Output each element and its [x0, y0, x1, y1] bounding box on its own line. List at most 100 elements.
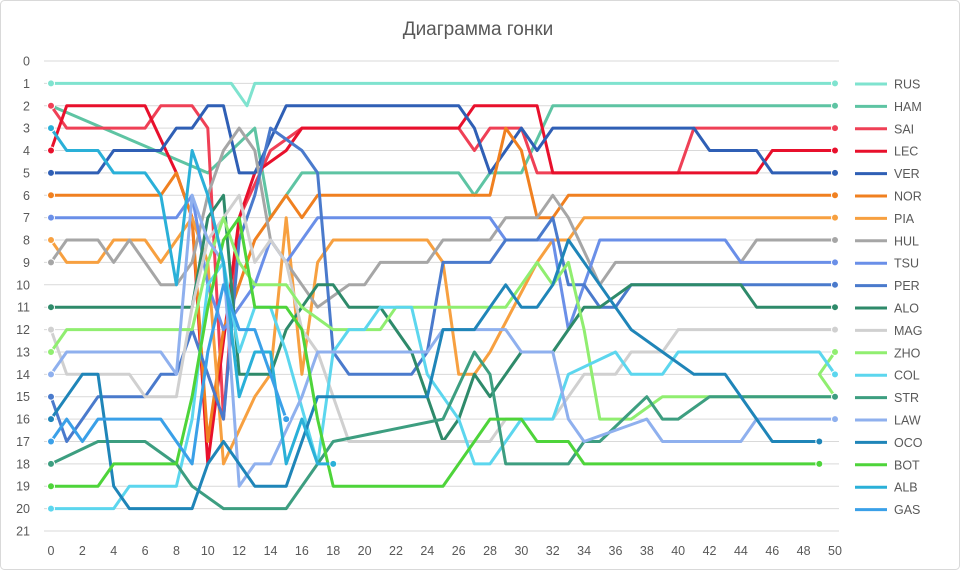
- legend-item-bot: BOT: [855, 458, 920, 472]
- x-tick-label: 22: [389, 544, 403, 558]
- legend-label: HAM: [894, 100, 922, 114]
- series-zho: [47, 216, 839, 421]
- start-point: [47, 236, 55, 245]
- y-tick-label: 4: [23, 144, 30, 158]
- x-tick-label: 14: [264, 544, 278, 558]
- y-tick-label: 3: [23, 122, 30, 136]
- y-tick-label: 10: [16, 278, 30, 292]
- series-line: [49, 216, 821, 488]
- end-point: [831, 370, 839, 379]
- x-tick-label: 38: [640, 544, 654, 558]
- y-tick-label: 12: [16, 323, 30, 337]
- x-tick-label: 4: [110, 544, 117, 558]
- x-tick-label: 2: [79, 544, 86, 558]
- series-line: [49, 104, 837, 466]
- legend-label: PIA: [894, 212, 915, 226]
- legend-label: ALO: [894, 302, 919, 316]
- x-tick-label: 36: [609, 544, 623, 558]
- series-alb: [47, 124, 338, 468]
- end-point: [329, 459, 338, 468]
- y-tick-label: 20: [16, 502, 30, 516]
- legend-label: COL: [894, 369, 920, 383]
- legend-label: BOT: [894, 458, 920, 472]
- series-line: [49, 260, 837, 511]
- legend-item-zho: ZHO: [855, 346, 921, 360]
- start-point: [47, 392, 55, 401]
- end-point: [831, 347, 839, 356]
- legend-item-nor: NOR: [855, 190, 922, 204]
- legend-item-rus: RUS: [855, 78, 920, 92]
- series-per: [47, 126, 839, 443]
- legend-label: HUL: [894, 234, 919, 248]
- y-tick-label: 21: [16, 525, 30, 539]
- y-tick-label: 7: [23, 211, 30, 225]
- x-tick-label: 34: [577, 544, 591, 558]
- x-axis-tick-labels: 0 2 4 6 8 10 12 14 16 18 20 22 24 26 28 30 32 34 36 38 40 42 4…: [48, 544, 842, 558]
- legend-item-hul: HUL: [855, 234, 919, 248]
- x-tick-label: 6: [142, 544, 149, 558]
- chart-title: Диаграмма гонки: [403, 19, 554, 40]
- series-line: [49, 104, 837, 220]
- x-tick-label: 30: [514, 544, 528, 558]
- series-hul: [47, 126, 839, 309]
- y-tick-label: 14: [16, 368, 30, 382]
- y-tick-label: 6: [23, 189, 30, 203]
- end-point: [831, 213, 839, 222]
- series-lec: [47, 104, 839, 466]
- x-tick-label: 10: [201, 544, 215, 558]
- y-tick-label: 5: [23, 166, 30, 180]
- x-tick-label: 18: [326, 544, 340, 558]
- start-point: [47, 370, 55, 379]
- legend-label: LAW: [894, 414, 921, 428]
- legend-label: ALB: [894, 481, 918, 495]
- start-point: [47, 303, 55, 312]
- end-point: [831, 415, 839, 424]
- series-line: [49, 193, 837, 488]
- legend-item-per: PER: [855, 279, 920, 293]
- y-tick-label: 1: [23, 77, 30, 91]
- start-point: [47, 504, 55, 513]
- legend-item-law: LAW: [855, 414, 921, 428]
- series-oco: [47, 238, 824, 511]
- end-point: [831, 79, 839, 88]
- legend-label: MAG: [894, 324, 922, 338]
- y-tick-label: 15: [16, 390, 30, 404]
- legend-label: PER: [894, 279, 920, 293]
- legend-label: TSU: [894, 257, 919, 271]
- y-tick-label: 17: [16, 435, 30, 449]
- x-tick-label: 42: [703, 544, 717, 558]
- start-point: [47, 325, 55, 334]
- end-point: [831, 101, 839, 110]
- x-tick-label: 20: [358, 544, 372, 558]
- series-line: [49, 126, 335, 466]
- legend-item-gas: GAS: [855, 503, 920, 517]
- legend: RUS HAM SAI LEC VER NOR PIA HUL TSU PER ALO MAG ZHO C…: [855, 78, 923, 517]
- start-point: [47, 124, 55, 133]
- y-tick-label: 19: [16, 480, 30, 494]
- legend-label: STR: [894, 391, 919, 405]
- legend-item-str: STR: [855, 391, 919, 405]
- legend-item-tsu: TSU: [855, 257, 919, 271]
- x-tick-label: 0: [48, 544, 55, 558]
- x-tick-label: 46: [765, 544, 779, 558]
- series-bot: [47, 216, 824, 491]
- x-tick-label: 48: [797, 544, 811, 558]
- series-line: [49, 216, 837, 421]
- start-point: [47, 482, 55, 491]
- series-line: [49, 104, 837, 175]
- series-col: [47, 260, 839, 513]
- series-ver: [47, 104, 839, 177]
- legend-item-ham: HAM: [855, 100, 922, 114]
- start-point: [47, 101, 55, 110]
- y-tick-label: 13: [16, 345, 30, 359]
- x-tick-label: 32: [546, 544, 560, 558]
- end-point: [831, 280, 839, 289]
- start-point: [47, 168, 55, 177]
- end-point: [815, 459, 824, 468]
- legend-item-pia: PIA: [855, 212, 915, 226]
- x-tick-label: 26: [452, 544, 466, 558]
- start-point: [47, 437, 55, 446]
- legend-item-lec: LEC: [855, 145, 918, 159]
- legend-label: NOR: [894, 190, 922, 204]
